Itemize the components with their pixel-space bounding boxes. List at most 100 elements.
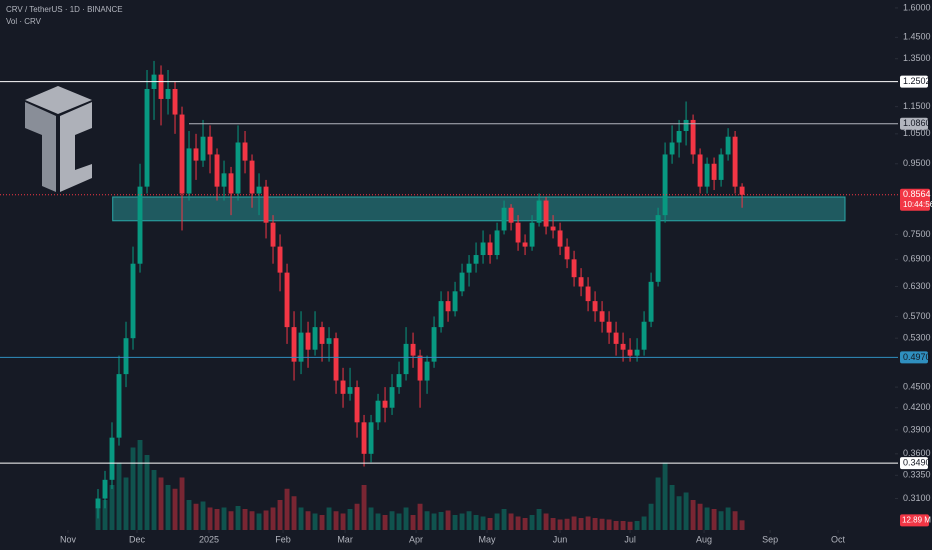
x-tick-label: Oct (831, 534, 846, 544)
volume-bar (557, 519, 563, 530)
y-tick-label: 0.4200 (903, 402, 931, 412)
candle-body (326, 338, 332, 344)
volume-bar (627, 521, 633, 530)
volume-bar (655, 477, 661, 530)
volume-bar (711, 509, 717, 530)
volume-bar (172, 488, 178, 530)
candle-body (557, 230, 563, 247)
volume-bar (130, 447, 136, 530)
volume-bar (487, 518, 493, 530)
candle-body (739, 186, 745, 195)
level-label-box (900, 351, 928, 364)
volume-bar (158, 477, 164, 530)
candle-body (634, 349, 640, 356)
volume-bar (368, 507, 374, 530)
candle-body (515, 222, 521, 243)
volume-bar (536, 509, 542, 530)
volume-bar (151, 470, 157, 530)
candle-body (508, 207, 514, 223)
candle-body (277, 246, 283, 273)
x-tick-label: Dec (129, 534, 146, 544)
candle-body (592, 301, 598, 312)
candle-body (690, 119, 696, 155)
candle-body (116, 374, 122, 438)
volume-bar (578, 518, 584, 530)
candle-body (270, 222, 276, 247)
volume-bar (662, 462, 668, 530)
volume-bar (116, 462, 122, 530)
candle-body (648, 281, 654, 322)
candle-body (333, 338, 339, 381)
candle-body (466, 263, 472, 273)
y-tick-label: 1.6000 (903, 2, 931, 12)
y-tick-label: 0.7500 (903, 229, 931, 239)
candle-body (627, 349, 633, 356)
volume-bar (305, 511, 311, 530)
y-tick-label: 0.5700 (903, 311, 931, 321)
y-tick-label: 0.6300 (903, 281, 931, 291)
level-label-box (900, 75, 928, 88)
x-tick-label: Aug (696, 534, 712, 544)
candle-body (445, 301, 451, 312)
candle-body (207, 136, 213, 155)
volume-bar (725, 507, 731, 530)
volume-bar (389, 511, 395, 530)
volume-bar (235, 506, 241, 530)
volume-bar (459, 513, 465, 530)
volume-bar (340, 513, 346, 530)
candle-body (109, 437, 115, 480)
candle-body (704, 163, 710, 187)
logo (25, 86, 92, 192)
volume-bar (718, 511, 724, 530)
candle-body (641, 321, 647, 350)
candle-body (676, 131, 682, 143)
candle-body (319, 327, 325, 344)
chart-title: CRV / TetherUS · 1D · BINANCE (6, 5, 123, 14)
candle-body (179, 114, 185, 194)
volume-bar (732, 511, 738, 530)
candle-body (606, 321, 612, 333)
volume-bar (585, 516, 591, 530)
volume-bar (319, 515, 325, 530)
volume-bar (333, 511, 339, 530)
candle-body (711, 163, 717, 180)
level-label: 1.0860 (903, 118, 931, 128)
y-tick-label: 1.0500 (903, 128, 931, 138)
candle-body (291, 327, 297, 362)
level-label-box (900, 457, 928, 470)
volume-bar (690, 500, 696, 530)
volume-bar (284, 488, 290, 530)
candle-body (186, 148, 192, 194)
candle-body (487, 242, 493, 256)
x-tick-label: Nov (60, 534, 77, 544)
volume-bar (361, 485, 367, 530)
level-label-box (900, 117, 928, 130)
candle-body (683, 119, 689, 132)
candle-body (438, 301, 444, 328)
volume-bar (704, 507, 710, 530)
last-price-box (900, 188, 930, 211)
x-tick-label: Apr (409, 534, 423, 544)
candle-body (221, 173, 227, 187)
volume-bar (347, 509, 353, 530)
candle-body (585, 286, 591, 302)
volume-bar (473, 515, 479, 530)
candle-body (725, 136, 731, 155)
candle-body (697, 154, 703, 187)
candle-body (431, 327, 437, 362)
candle-body (284, 272, 290, 328)
candle-body (298, 332, 304, 362)
volume-bar (207, 507, 213, 530)
volume-bar (312, 513, 318, 530)
candle-body (522, 242, 528, 247)
volume-bar (179, 477, 185, 530)
volume-bar (102, 500, 108, 530)
volume-bar (242, 509, 248, 530)
candle-body (347, 387, 353, 394)
candle-body (249, 160, 255, 194)
candle-body (193, 148, 199, 161)
candle-body (130, 263, 136, 339)
candle-body (662, 154, 668, 216)
volume-bar (543, 513, 549, 530)
candle-body (305, 332, 311, 350)
